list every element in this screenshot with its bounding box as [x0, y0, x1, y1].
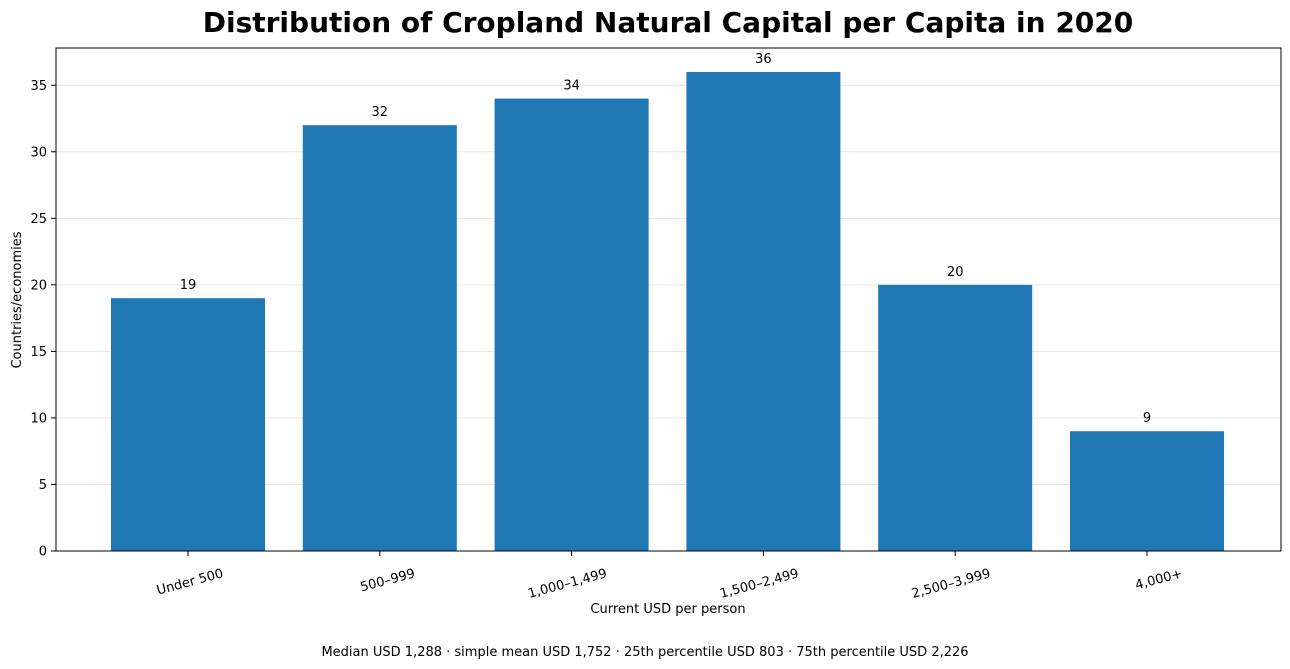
bar: [494, 98, 649, 552]
y-tick-label: 10: [30, 411, 47, 426]
chart-title: Distribution of Cropland Natural Capital…: [203, 6, 1134, 39]
x-tick-label: 2,500–3,999: [910, 566, 992, 601]
y-tick-label: 35: [30, 79, 47, 94]
data-label: 20: [947, 265, 964, 280]
x-axis: Under 500 500–999 1,000–1,499 1,500–2,499 2,…: [155, 551, 1184, 602]
bar: [686, 71, 841, 551]
x-tick-label: 500–999: [359, 566, 417, 595]
bar: [111, 298, 265, 551]
y-tick-label: 5: [39, 478, 47, 493]
x-tick-label: 1,000–1,499: [527, 566, 609, 601]
x-tick-label: 4,000+: [1134, 566, 1184, 593]
y-axis: 0 5 10 15 20 25 30 35: [30, 79, 56, 560]
data-label: 19: [180, 278, 197, 293]
y-axis-label: Countries/economies: [10, 231, 25, 368]
bar: [1070, 431, 1224, 551]
data-label: 32: [372, 105, 389, 120]
data-label: 36: [755, 52, 772, 67]
plot-frame: [55, 47, 1282, 552]
bar: [302, 125, 457, 551]
x-tick-label: Under 500: [155, 566, 225, 598]
x-axis-label: Current USD per person: [590, 602, 745, 617]
y-tick-label: 20: [30, 278, 47, 293]
footnote: Median USD 1,288 · simple mean USD 1,752…: [321, 645, 968, 660]
data-labels-layer: 19 32 34 36 20 9: [180, 52, 1151, 426]
bar: [878, 284, 1033, 551]
data-label: 34: [563, 79, 580, 94]
x-tick-label: 1,500–2,499: [718, 566, 800, 601]
y-tick-label: 15: [30, 345, 47, 360]
y-tick-label: 25: [30, 212, 47, 227]
bars-layer: [111, 71, 1224, 552]
y-tick-label: 0: [39, 545, 47, 560]
y-tick-label: 30: [30, 145, 47, 160]
data-label: 9: [1143, 411, 1151, 426]
